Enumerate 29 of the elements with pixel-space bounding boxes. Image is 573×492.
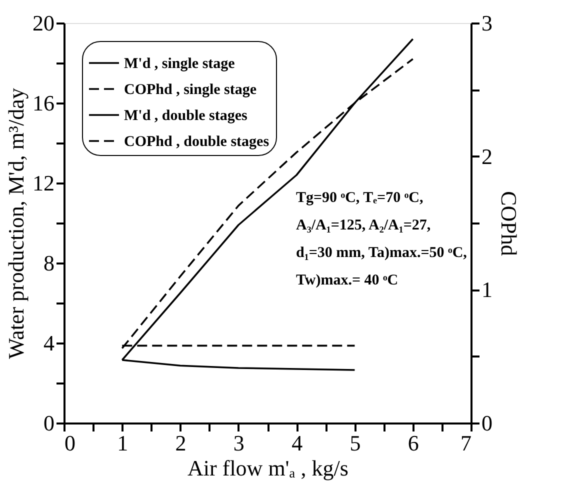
y2-tick-label: 2 [482, 144, 492, 169]
y-tick-label: 12 [32, 170, 54, 196]
x-tick-label: 7 [460, 430, 472, 456]
y2-tick-label: 0 [482, 410, 492, 436]
x-tick-label: 4 [292, 430, 303, 456]
y-tick-label: 16 [32, 90, 54, 116]
y-tick-label: 4 [44, 330, 54, 356]
y-tick-label: 0 [44, 410, 54, 436]
x-tick-label: 2 [175, 430, 186, 456]
legend-label: M'd , single stage [124, 56, 236, 72]
x-tick-label: 3 [233, 430, 244, 456]
x-tick-label: 6 [408, 430, 419, 456]
x-tick-label: 1 [117, 430, 128, 456]
x-tick-label: 5 [350, 430, 361, 456]
legend-label: COPhd , single stage [124, 82, 257, 98]
y2-tick-label: 1 [482, 277, 492, 302]
legend-label: COPhd , double stages [124, 134, 270, 150]
legend-label: M'd , double stages [124, 108, 248, 124]
y2-tick-label: 3 [482, 10, 492, 36]
x-tick-label: 0 [64, 430, 76, 456]
y2-axis-title: COPhd [496, 191, 522, 256]
y-tick-label: 8 [44, 250, 54, 276]
y-tick-label: 20 [32, 10, 54, 36]
annotation: d₁=30 mm, Ta)max.=50 ᵒC, [296, 244, 468, 261]
y-axis-title: Water production, M'd, m³/day [4, 88, 28, 359]
annotation: Tg=90 ᵒC, Tₑ=70 ᵒC, [296, 190, 424, 206]
annotation: A₃/A₁=125, A₂/A₁=27, [296, 217, 431, 234]
x-axis-title: Air flow m'ₐ , kg/s [188, 456, 348, 480]
annotation: Tw)max.= 40 ᵒC [296, 272, 398, 288]
